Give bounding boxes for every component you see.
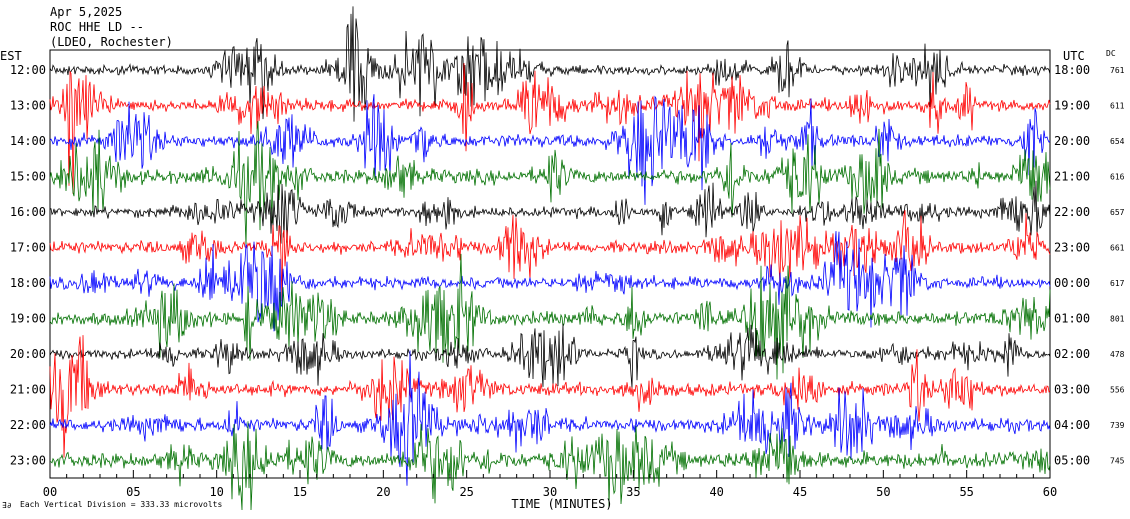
- dc-value: 739: [1110, 421, 1125, 430]
- est-tick-label: 13:00: [10, 99, 46, 113]
- x-tick-label: 45: [793, 485, 807, 499]
- utc-tick-label: 05:00: [1054, 454, 1090, 468]
- est-tick-label: 19:00: [10, 312, 46, 326]
- row-label-group: 12:00 18:00 761 13:00 19:00 611 14:00 20:00 654 1…: [10, 63, 1125, 468]
- footer-scale-text: Each Vertical Division = 333.33 microvol…: [20, 500, 222, 509]
- est-tick-label: 17:00: [10, 241, 46, 255]
- utc-tick-label: 03:00: [1054, 383, 1090, 397]
- trace-row-7: [49, 231, 1051, 332]
- utc-tick-label: 20:00: [1054, 134, 1090, 148]
- trace-row-11: [49, 350, 1051, 486]
- dc-value: 654: [1110, 137, 1125, 146]
- utc-tick-label: 18:00: [1054, 63, 1090, 77]
- trace-row-10: [49, 335, 1051, 458]
- trace-row-2: [49, 63, 1051, 194]
- dc-value: 801: [1110, 315, 1125, 324]
- est-tick-label: 15:00: [10, 170, 46, 184]
- trace-row-5: [49, 180, 1051, 244]
- dc-value: 611: [1110, 102, 1125, 111]
- utc-tick-label: 19:00: [1054, 99, 1090, 113]
- dc-value: 761: [1110, 66, 1125, 75]
- est-tick-label: 21:00: [10, 383, 46, 397]
- header-station: ROC HHE LD --: [50, 20, 144, 34]
- dc-label: DC: [1106, 49, 1116, 58]
- header-date: Apr 5,2025: [50, 5, 122, 19]
- dc-value: 657: [1110, 208, 1125, 217]
- utc-tick-label: 23:00: [1054, 241, 1090, 255]
- x-axis-title: TIME (MINUTES): [511, 497, 612, 511]
- dc-value: 616: [1110, 173, 1125, 182]
- x-tick-label: 50: [876, 485, 890, 499]
- x-tick-label: 40: [709, 485, 723, 499]
- est-tick-label: 23:00: [10, 454, 46, 468]
- trace-row-1: [49, 6, 1051, 122]
- dc-value: 745: [1110, 457, 1125, 466]
- est-tick-label: 16:00: [10, 205, 46, 219]
- x-tick-label: 20: [376, 485, 390, 499]
- x-tick-label: 00: [43, 485, 57, 499]
- footer-mark: ∃∂: [2, 501, 12, 510]
- est-tick-label: 14:00: [10, 134, 46, 148]
- utc-tick-label: 01:00: [1054, 312, 1090, 326]
- dc-value: 478: [1110, 350, 1125, 359]
- dc-value: 556: [1110, 386, 1125, 395]
- est-tick-label: 22:00: [10, 418, 46, 432]
- dc-value: 661: [1110, 244, 1125, 253]
- trace-group: [49, 6, 1051, 511]
- x-axis: 00 05 10 15 20 25 30 35 40 45 50 55 60: [43, 470, 1057, 499]
- est-tick-label: 18:00: [10, 276, 46, 290]
- utc-tick-label: 04:00: [1054, 418, 1090, 432]
- est-tick-label: 12:00: [10, 63, 46, 77]
- x-tick-label: 10: [209, 485, 223, 499]
- x-tick-label: 25: [459, 485, 473, 499]
- est-axis-label: EST: [0, 49, 22, 63]
- x-tick-label: 60: [1043, 485, 1057, 499]
- utc-tick-label: 21:00: [1054, 170, 1090, 184]
- utc-tick-label: 02:00: [1054, 347, 1090, 361]
- utc-tick-label: 22:00: [1054, 205, 1090, 219]
- est-tick-label: 20:00: [10, 347, 46, 361]
- header-network: (LDEO, Rochester): [50, 35, 173, 49]
- trace-row-3: [49, 94, 1051, 205]
- trace-row-6: [49, 210, 1051, 302]
- utc-axis-label: UTC: [1063, 49, 1085, 63]
- x-tick-label: 05: [126, 485, 140, 499]
- dc-value: 617: [1110, 279, 1125, 288]
- x-tick-label: 15: [293, 485, 307, 499]
- trace-row-4: [49, 120, 1051, 246]
- utc-tick-label: 00:00: [1054, 276, 1090, 290]
- x-tick-label: 35: [626, 485, 640, 499]
- trace-row-8: [49, 253, 1051, 380]
- trace-row-12: [49, 421, 1051, 511]
- x-tick-label: 30: [543, 485, 557, 499]
- trace-row-9: [49, 323, 1051, 388]
- x-tick-label: 55: [959, 485, 973, 499]
